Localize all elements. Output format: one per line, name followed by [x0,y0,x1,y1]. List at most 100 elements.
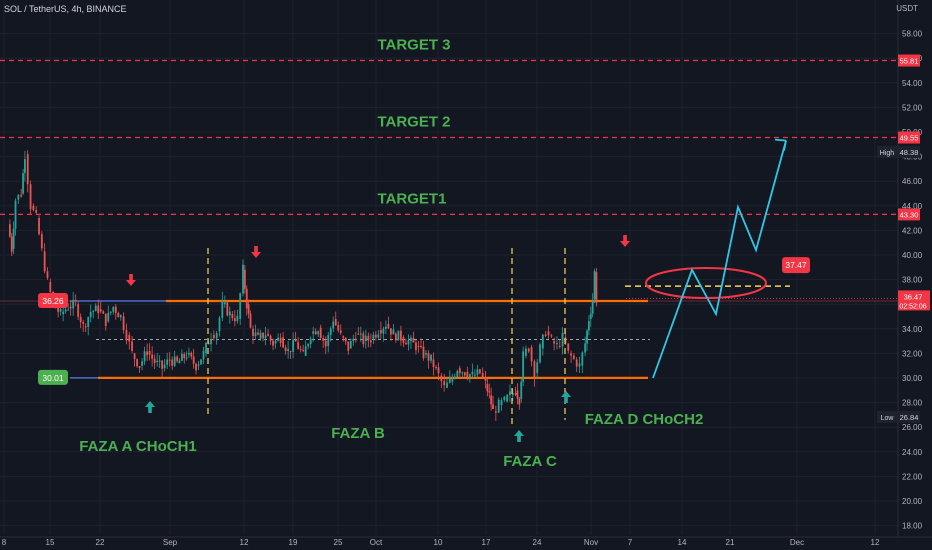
candle-body [593,270,596,300]
y-tick-label: 34.00 [902,325,923,334]
candle-body [84,326,87,328]
candle-body [509,391,511,395]
candle-body [466,371,469,378]
candle-body [402,337,405,343]
current-price-countdown: 02:52:06 [899,303,926,310]
candle-body [287,349,290,351]
down-arrow-icon [251,246,261,258]
candle-body [254,332,257,337]
candle-body [69,306,72,309]
candle-body [29,184,32,210]
candle-body [578,363,581,367]
candle-body [349,341,352,349]
candle-body [43,251,46,272]
candle-body [49,282,52,292]
target-price-tag [898,54,920,67]
candle-body [97,305,100,313]
candle-body [492,404,494,409]
candle-body [178,360,181,364]
candle-body [364,335,367,342]
candle-body [584,343,587,353]
candle-body [133,353,136,360]
candle-body [166,359,169,365]
candle-body [476,369,479,375]
low-marker-value-box [898,410,920,423]
up-arrow-icon [561,391,571,403]
candle-body [181,353,183,361]
up-arrow-icon [145,401,155,413]
candle-body [94,305,97,312]
candle-body [284,347,287,351]
candle-body [410,337,412,342]
candle-body [10,236,13,252]
x-tick-label: 21 [726,538,735,547]
candle-body [22,173,24,194]
candle-body [210,339,212,345]
candle-body [190,352,193,357]
candle-body [581,352,584,366]
range-low-tag [38,369,68,385]
candle-body [107,312,110,322]
high-marker-value-box [898,145,920,158]
candle-body [595,272,598,303]
x-tick-label: Sep [163,538,178,547]
up-arrow-icon [514,430,524,442]
phase-label: FAZA B [331,425,385,442]
candle-body [415,342,417,351]
y-tick-label: 24.00 [902,448,923,457]
candle-body [561,332,564,347]
candle-body [317,331,320,335]
candle-body [20,194,23,197]
candle-body [117,312,120,318]
target-label: TARGET 3 [377,37,450,54]
candle-body [82,322,85,324]
candle-body [377,334,380,338]
candle-body [221,299,224,318]
candle-body [171,359,174,366]
candle-body [533,361,536,379]
x-tick-label: 15 [46,538,55,547]
candle-body [384,326,387,329]
candle-body [79,316,82,323]
candle-body [67,309,70,311]
candle-body [389,328,392,335]
candle-body [99,309,102,312]
candle-body [359,333,362,335]
x-tick-label: 19 [289,538,298,547]
candle-body [435,366,437,368]
candle-body [259,332,262,339]
candle-body [143,351,146,362]
candle-body [516,390,519,399]
candle-body [570,353,572,356]
candle-body [114,306,117,313]
x-tick-label: Oct [370,538,383,547]
down-arrow-icon [620,235,630,247]
candle-body [374,334,377,338]
y-tick-label: 58.00 [902,30,923,39]
candle-body [262,332,264,339]
candle-body [92,311,95,313]
candle-body [430,354,432,361]
candle-body [267,333,269,336]
candle-body [453,376,456,378]
y-tick-label: 22.00 [902,472,923,481]
candle-body [405,342,407,345]
projection-tag [782,257,810,274]
y-tick-label: 44.00 [902,202,923,211]
candle-body [102,311,105,314]
candle-body [547,331,550,336]
x-tick-label: Nov [584,538,598,547]
target-label: TARGET1 [378,190,447,207]
candle-body [490,395,493,405]
candle-body [146,351,149,356]
candle-body [141,361,144,366]
candle-body [156,360,159,363]
x-tick-label: 22 [96,538,105,547]
candle-body [334,318,337,326]
x-tick-label: 14 [678,538,687,547]
current-price-value: 36.47 [904,292,923,301]
candle-body [446,382,448,388]
y-tick-label: 28.00 [902,399,923,408]
symbol-title: SOL / TetherUS, 4h, BINANCE [4,4,127,14]
candle-body [104,313,107,327]
